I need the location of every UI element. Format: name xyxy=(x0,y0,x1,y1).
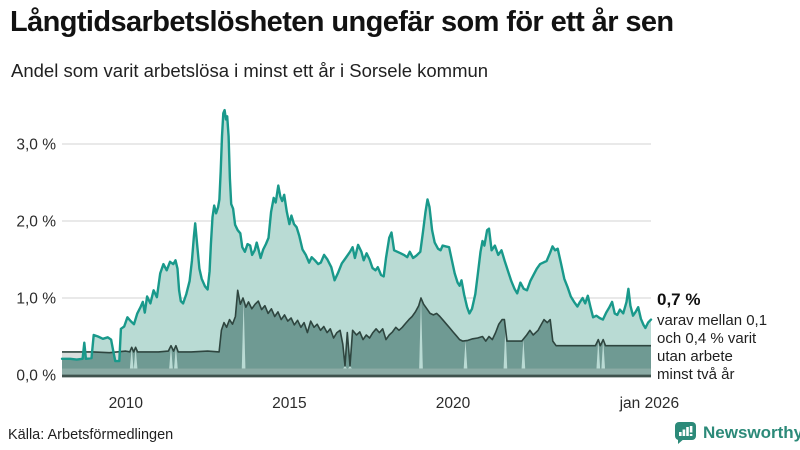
x-tick-label: jan 2026 xyxy=(619,395,679,412)
band-minst-tva-ar xyxy=(62,290,651,369)
x-tick-label: 2015 xyxy=(272,395,306,412)
brand-name: Newsworthy xyxy=(703,423,800,442)
annotation-line: varav mellan 0,1 xyxy=(657,312,768,329)
annotation-line: utan arbete xyxy=(657,348,733,365)
line-minst-ett-ar xyxy=(60,108,653,363)
area-minst-ett-ar xyxy=(62,110,651,375)
band-lower-strip xyxy=(62,368,651,375)
y-tick-label: 1,0 % xyxy=(16,291,56,308)
source-label: Källa: Arbetsförmedlingen xyxy=(8,427,174,443)
y-tick-label: 2,0 % xyxy=(16,214,56,231)
chart-subtitle: Andel som varit arbetslösa i minst ett å… xyxy=(11,60,489,81)
latest-value-annotation: 0,7 % varav mellan 0,1 och 0,4 % varit u… xyxy=(657,291,800,384)
brand: Newsworthy xyxy=(674,421,800,445)
annotation-line: och 0,4 % varit xyxy=(657,330,757,347)
annotation-line: minst två år xyxy=(657,366,735,383)
line-minst-tva-ar xyxy=(62,289,651,367)
page-title: Långtidsarbetslösheten ungefär som för e… xyxy=(10,6,674,38)
x-tick-label: 2010 xyxy=(109,395,144,412)
newsworthy-logo-icon xyxy=(675,422,696,444)
x-tick-label: 2020 xyxy=(436,395,471,412)
y-tick-label: 3,0 % xyxy=(16,137,56,154)
latest-value: 0,7 % xyxy=(657,290,701,309)
y-tick-label: 0,0 % xyxy=(16,368,56,385)
